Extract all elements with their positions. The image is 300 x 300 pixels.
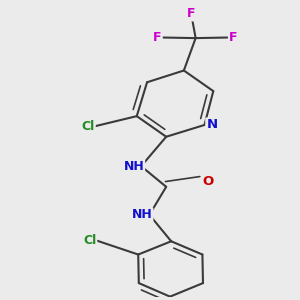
Text: F: F: [153, 31, 162, 44]
Text: Cl: Cl: [82, 120, 95, 133]
Text: NH: NH: [123, 160, 144, 173]
Text: F: F: [230, 31, 238, 44]
Text: Cl: Cl: [83, 234, 96, 247]
Text: NH: NH: [132, 208, 152, 221]
Text: O: O: [202, 175, 214, 188]
Text: F: F: [187, 8, 196, 20]
Text: N: N: [206, 118, 218, 131]
